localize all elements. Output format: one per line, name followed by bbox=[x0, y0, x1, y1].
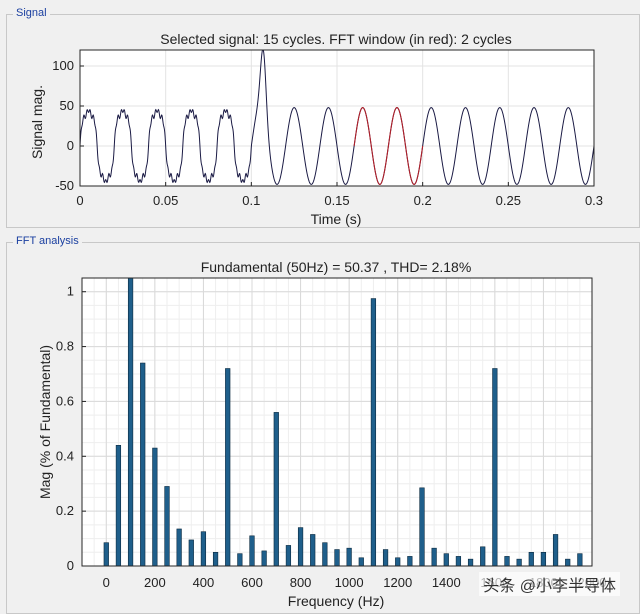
fft-bar bbox=[419, 487, 425, 567]
signal-y-axis-label: Signal mag. bbox=[29, 85, 45, 159]
fft-bar bbox=[237, 553, 243, 567]
fft-bar bbox=[200, 531, 207, 567]
fft-bar bbox=[504, 556, 510, 567]
fft-bar bbox=[528, 551, 534, 567]
fft-bar bbox=[140, 362, 146, 567]
fft-y-tick-label: 1 bbox=[67, 284, 74, 299]
fft-bar bbox=[370, 298, 377, 567]
fft-y-axis-label: Mag (% of Fundamental) bbox=[37, 345, 53, 499]
fft-bar bbox=[297, 527, 304, 567]
signal-x-tick-label: 0.25 bbox=[496, 193, 521, 208]
signal-y-tick-label: -50 bbox=[55, 178, 74, 193]
signal-x-axis-label: Time (s) bbox=[311, 211, 362, 227]
fft-bar bbox=[261, 550, 267, 567]
fft-bar bbox=[346, 547, 352, 567]
fft-bar bbox=[164, 486, 170, 567]
fft-y-tick-label: 0 bbox=[67, 558, 74, 573]
fft-bar bbox=[310, 534, 316, 567]
fft-bar bbox=[395, 557, 401, 567]
fft-bar bbox=[103, 542, 109, 567]
fft-bar bbox=[443, 553, 449, 567]
fft-x-tick-label: 400 bbox=[193, 575, 215, 590]
fft-bar bbox=[176, 528, 182, 567]
fft-y-tick-label: 0.2 bbox=[56, 503, 74, 518]
fft-bar bbox=[127, 277, 134, 567]
fft-bar bbox=[225, 368, 231, 567]
fft-x-axis-label: Frequency (Hz) bbox=[288, 593, 384, 609]
fft-bar bbox=[152, 447, 158, 567]
fft-axes-box bbox=[81, 277, 593, 567]
fft-bar bbox=[552, 534, 559, 567]
fft-x-tick-label: 1000 bbox=[335, 575, 364, 590]
signal-x-tick-label: 0.2 bbox=[414, 193, 432, 208]
fft-bar bbox=[516, 558, 522, 567]
fft-bar bbox=[565, 558, 571, 567]
fft-bar bbox=[382, 549, 389, 567]
fft-x-tick-label: 600 bbox=[241, 575, 263, 590]
fft-bar bbox=[492, 368, 498, 567]
fft-bar bbox=[188, 539, 194, 567]
fft-bar bbox=[480, 546, 486, 567]
fft-x-tick-label: 200 bbox=[144, 575, 166, 590]
signal-y-tick-label: 50 bbox=[60, 98, 74, 113]
fft-y-tick-label: 0.4 bbox=[56, 448, 74, 463]
signal-chart-title: Selected signal: 15 cycles. FFT window (… bbox=[160, 31, 511, 47]
fft-x-tick-label: 1200 bbox=[383, 575, 412, 590]
fft-bar bbox=[407, 556, 413, 567]
fft-y-tick-label: 0.6 bbox=[56, 393, 74, 408]
fft-window-series-line bbox=[353, 107, 424, 185]
fft-bar bbox=[334, 549, 340, 567]
fft-bar bbox=[577, 553, 583, 567]
fft-bar bbox=[115, 445, 122, 567]
fft-bar bbox=[273, 412, 279, 567]
fft-panel-title: FFT analysis bbox=[13, 235, 82, 247]
signal-y-tick-label: 100 bbox=[52, 58, 74, 73]
fft-chart-title: Fundamental (50Hz) = 50.37 , THD= 2.18% bbox=[201, 259, 472, 275]
fft-bar bbox=[467, 558, 474, 567]
fft-x-tick-label: 800 bbox=[290, 575, 312, 590]
fft-bar bbox=[285, 545, 292, 567]
signal-x-tick-label: 0.3 bbox=[585, 193, 603, 208]
fft-bar bbox=[212, 551, 219, 567]
fft-bar bbox=[358, 557, 364, 567]
signal-x-tick-label: 0.15 bbox=[324, 193, 349, 208]
signal-series-line bbox=[79, 49, 595, 185]
fft-y-tick-label: 0.8 bbox=[56, 339, 74, 354]
signal-x-tick-label: 0.1 bbox=[242, 193, 260, 208]
watermark: 头条 @小李半导体 bbox=[479, 572, 620, 596]
signal-chart: Selected signal: 15 cycles. FFT window (… bbox=[29, 31, 603, 227]
fft-bar bbox=[431, 547, 437, 567]
signal-x-tick-label: 0 bbox=[76, 193, 83, 208]
fft-bar bbox=[249, 535, 255, 567]
fft-bar bbox=[455, 556, 462, 567]
signal-axes-box bbox=[79, 49, 595, 187]
fft-x-tick-label: 0 bbox=[103, 575, 110, 590]
signal-x-tick-label: 0.05 bbox=[153, 193, 178, 208]
fft-bar bbox=[540, 551, 547, 567]
fft-bar bbox=[322, 542, 328, 567]
signal-panel-title: Signal bbox=[13, 7, 50, 19]
fft-x-tick-label: 1400 bbox=[432, 575, 461, 590]
signal-y-tick-label: 0 bbox=[67, 138, 74, 153]
